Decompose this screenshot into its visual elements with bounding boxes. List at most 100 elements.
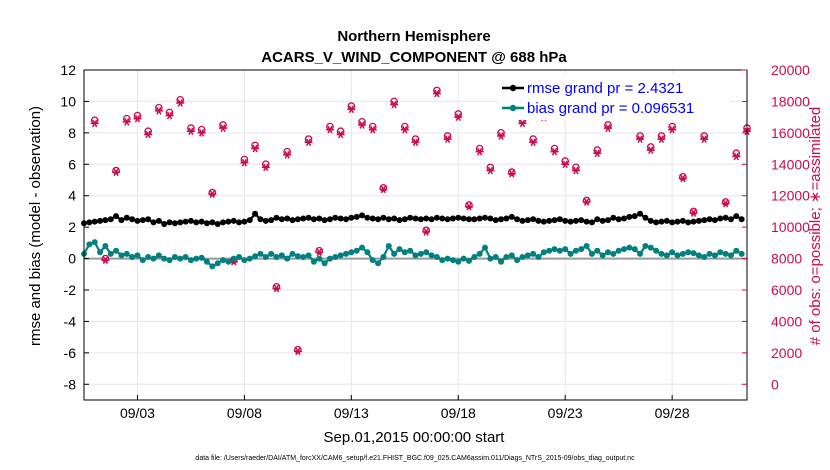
- rmse-point: [733, 213, 740, 220]
- rmse-point: [401, 216, 408, 223]
- bias-point: [166, 257, 173, 264]
- obs-assimilated-marker: [732, 152, 741, 161]
- rmse-point: [508, 213, 515, 220]
- bias-point: [177, 255, 184, 262]
- obs-assimilated-marker: [293, 347, 302, 356]
- bias-point: [129, 254, 136, 260]
- obs-assimilated-marker: [411, 138, 420, 147]
- bias-point: [241, 257, 248, 264]
- rmse-point: [150, 219, 157, 226]
- y-tick-label: 6: [68, 156, 76, 172]
- bias-point: [487, 255, 494, 262]
- bias-point: [658, 250, 665, 257]
- obs-possible-marker: [379, 184, 388, 192]
- star-stroke: [220, 124, 226, 132]
- obs-assimilated-marker: [101, 256, 110, 264]
- bias-point: [310, 258, 317, 265]
- bias-point: [471, 254, 478, 260]
- star-stroke: [284, 151, 290, 159]
- star-stroke: [444, 135, 451, 143]
- rmse-point: [482, 214, 489, 221]
- rmse-point: [246, 217, 253, 224]
- rmse-point: [155, 217, 162, 224]
- rmse-point: [535, 217, 542, 224]
- tick-labels: 121086420-2-4-6-820000180001600014000120…: [60, 62, 810, 421]
- obs-assimilated-marker: [144, 130, 153, 139]
- rmse-point: [252, 210, 259, 217]
- star-stroke: [583, 198, 590, 206]
- rmse-point: [97, 217, 104, 224]
- y-right-tick-label: 4000: [771, 313, 802, 329]
- rmse-point: [161, 221, 168, 227]
- rmse-point: [359, 212, 366, 219]
- bias-point: [423, 249, 430, 256]
- rmse-point: [556, 216, 563, 223]
- rmse-point: [380, 214, 387, 221]
- y-tick-label: 8: [68, 125, 76, 141]
- y-tick-label: 2: [68, 219, 76, 235]
- obs-assimilated-marker: [304, 138, 313, 147]
- bias-point: [679, 250, 686, 257]
- rmse-point: [530, 216, 537, 223]
- bias-point: [653, 247, 660, 254]
- obs-assimilated-marker: [208, 190, 217, 198]
- bias-point: [155, 252, 162, 259]
- star-stroke: [370, 125, 376, 134]
- obs-assimilated-marker: [251, 144, 260, 153]
- bias-point: [134, 252, 141, 259]
- obs-assimilated-marker: [197, 129, 206, 137]
- x-tick-label: 09/08: [227, 405, 262, 421]
- bias-point: [519, 254, 526, 260]
- bias-point: [465, 257, 472, 264]
- star-stroke: [327, 125, 333, 134]
- y-right-tick-label: 12000: [771, 188, 810, 204]
- x-tick-label: 09/18: [441, 405, 476, 421]
- star-stroke: [637, 135, 643, 143]
- y-tick-label: 12: [60, 62, 76, 78]
- obs-assimilated-marker: [112, 168, 121, 176]
- bias-point: [578, 246, 585, 253]
- bias-point: [637, 250, 644, 257]
- y-tick-label: 0: [68, 251, 76, 267]
- obs-assimilated-marker: [518, 119, 527, 128]
- y-tick-label: -2: [64, 282, 77, 298]
- bias-point: [139, 257, 146, 264]
- bias-point: [733, 247, 740, 254]
- bias-point: [252, 253, 259, 260]
- rmse-point: [685, 219, 692, 226]
- bias-point: [300, 254, 307, 260]
- rmse-point: [690, 218, 697, 225]
- star-stroke: [594, 149, 600, 158]
- star-stroke: [669, 125, 675, 134]
- bias-point: [631, 246, 638, 253]
- obs-possible-marker: [422, 226, 431, 235]
- y-right-tick-label: 10000: [771, 219, 810, 235]
- bias-point: [284, 255, 291, 262]
- rmse-point: [268, 217, 275, 224]
- rmse-point: [417, 216, 424, 223]
- rmse-point: [214, 221, 221, 227]
- tick-marks: [84, 69, 747, 400]
- rmse-point: [727, 216, 734, 223]
- obs-assimilated-marker: [390, 100, 399, 109]
- star-stroke: [166, 111, 173, 120]
- bias-point: [257, 250, 264, 257]
- rmse-point: [342, 216, 349, 223]
- rmse-point: [193, 219, 200, 226]
- rmse-point: [139, 217, 146, 224]
- rmse-point: [353, 213, 360, 220]
- bias-point: [615, 247, 622, 254]
- bias-point: [102, 243, 109, 249]
- rmse-point: [348, 214, 355, 221]
- rmse-point: [631, 213, 638, 220]
- bias-point: [717, 249, 724, 256]
- bias-point: [385, 243, 392, 249]
- legend-box: [498, 74, 730, 120]
- bias-point: [567, 250, 574, 257]
- bias-point: [316, 255, 323, 262]
- obs-assimilated-marker: [550, 147, 559, 156]
- rmse-point: [615, 216, 622, 223]
- obs-assimilated-marker: [176, 99, 185, 107]
- bias-point: [91, 239, 98, 246]
- star-stroke: [188, 127, 194, 136]
